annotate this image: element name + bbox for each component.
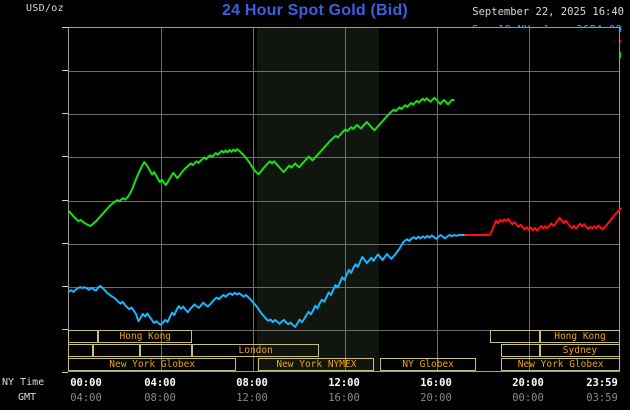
session-label: NY Globex [402,359,454,370]
price-line [464,207,622,236]
session-bar [68,344,93,357]
price-line [68,234,467,328]
grid-line-vertical [437,28,438,371]
session-bar [68,330,99,343]
session-bar [258,358,375,371]
nymex-session-shading [256,28,380,371]
page-title: 24 Hour Spot Gold (Bid) [222,2,408,19]
x-axis-ny-tick-label: 23:59 [586,377,618,389]
grid-line-horizontal [69,330,619,331]
y-axis-tick-mark [62,156,68,157]
x-axis-ny-tick-label: 20:00 [512,377,544,389]
session-label: Hong Kong [554,331,606,342]
x-axis-ny-tick-label: 00:00 [70,377,102,389]
grid-line-vertical [253,28,254,371]
session-row: London Sydney [68,344,620,358]
session-row: New York Globex New York NYMEX NY Globex Ne… [68,358,620,372]
grid-line-horizontal [69,287,619,288]
session-bar [490,330,540,343]
session-label: New York Globex [109,359,196,370]
timestamp-label: September 22, 2025 16:40 [472,6,624,18]
session-bar [68,358,237,371]
session-bar [501,344,540,357]
x-axis-gmt-tick-label: 08:00 [144,392,176,404]
x-axis-gmt-tick-label: 03:59 [586,392,618,404]
session-label: London [238,345,273,356]
x-axis: NY Time GMT 00:00 04:00 04:00 08:00 08:00 12:… [0,376,630,410]
session-label: Sydney [562,345,598,356]
grid-line-horizontal [69,244,619,245]
session-bar [192,344,320,357]
x-axis-gmt-label: GMT [18,392,37,403]
x-axis-gmt-tick-label: 20:00 [420,392,452,404]
grid-line-horizontal [69,71,619,72]
y-axis-tick-mark [62,329,68,330]
grid-line-horizontal [69,114,619,115]
session-bar [501,358,620,371]
grid-line-vertical [529,28,530,371]
y-axis-tick-mark [62,70,68,71]
session-label: New York NYMEX [276,359,357,370]
session-bar [539,344,620,357]
session-label: New York Globex [517,359,604,370]
x-axis-ny-tick-label: 16:00 [420,377,452,389]
y-axis-unit-label: USD/oz [26,3,64,14]
market-session-bars: Hong Kong Hong Kong London Sydney New York G… [68,330,620,372]
grid-line-horizontal [69,157,619,158]
x-axis-gmt-tick-label: 00:00 [512,392,544,404]
y-axis-tick-mark [62,286,68,287]
session-bar [98,330,193,343]
session-label: Hong Kong [119,331,172,342]
session-bar [139,344,193,357]
plot-area [68,27,622,372]
x-axis-ny-tick-label: 12:00 [328,377,360,389]
x-axis-ny-tick-label: 04:00 [144,377,176,389]
y-axis-tick-mark [62,200,68,201]
x-axis-ny-time-label: NY Time [2,377,45,388]
x-axis-gmt-tick-label: 12:00 [236,392,268,404]
grid-line-vertical [161,28,162,371]
x-axis-ny-tick-label: 08:00 [236,377,268,389]
x-axis-gmt-tick-label: 16:00 [328,392,360,404]
price-line [68,96,455,227]
x-axis-gmt-tick-label: 04:00 [70,392,102,404]
grid-line-vertical [345,28,346,371]
y-axis-tick-mark [62,27,68,28]
price-series-layer [68,96,622,328]
y-axis-tick-mark [62,372,68,373]
session-bar [379,358,477,371]
session-row: Hong Kong Hong Kong [68,330,620,344]
y-axis-tick-mark [62,113,68,114]
session-bar [539,330,620,343]
grid-line-horizontal [69,201,619,202]
session-bar [92,344,140,357]
y-axis-tick-mark [62,243,68,244]
